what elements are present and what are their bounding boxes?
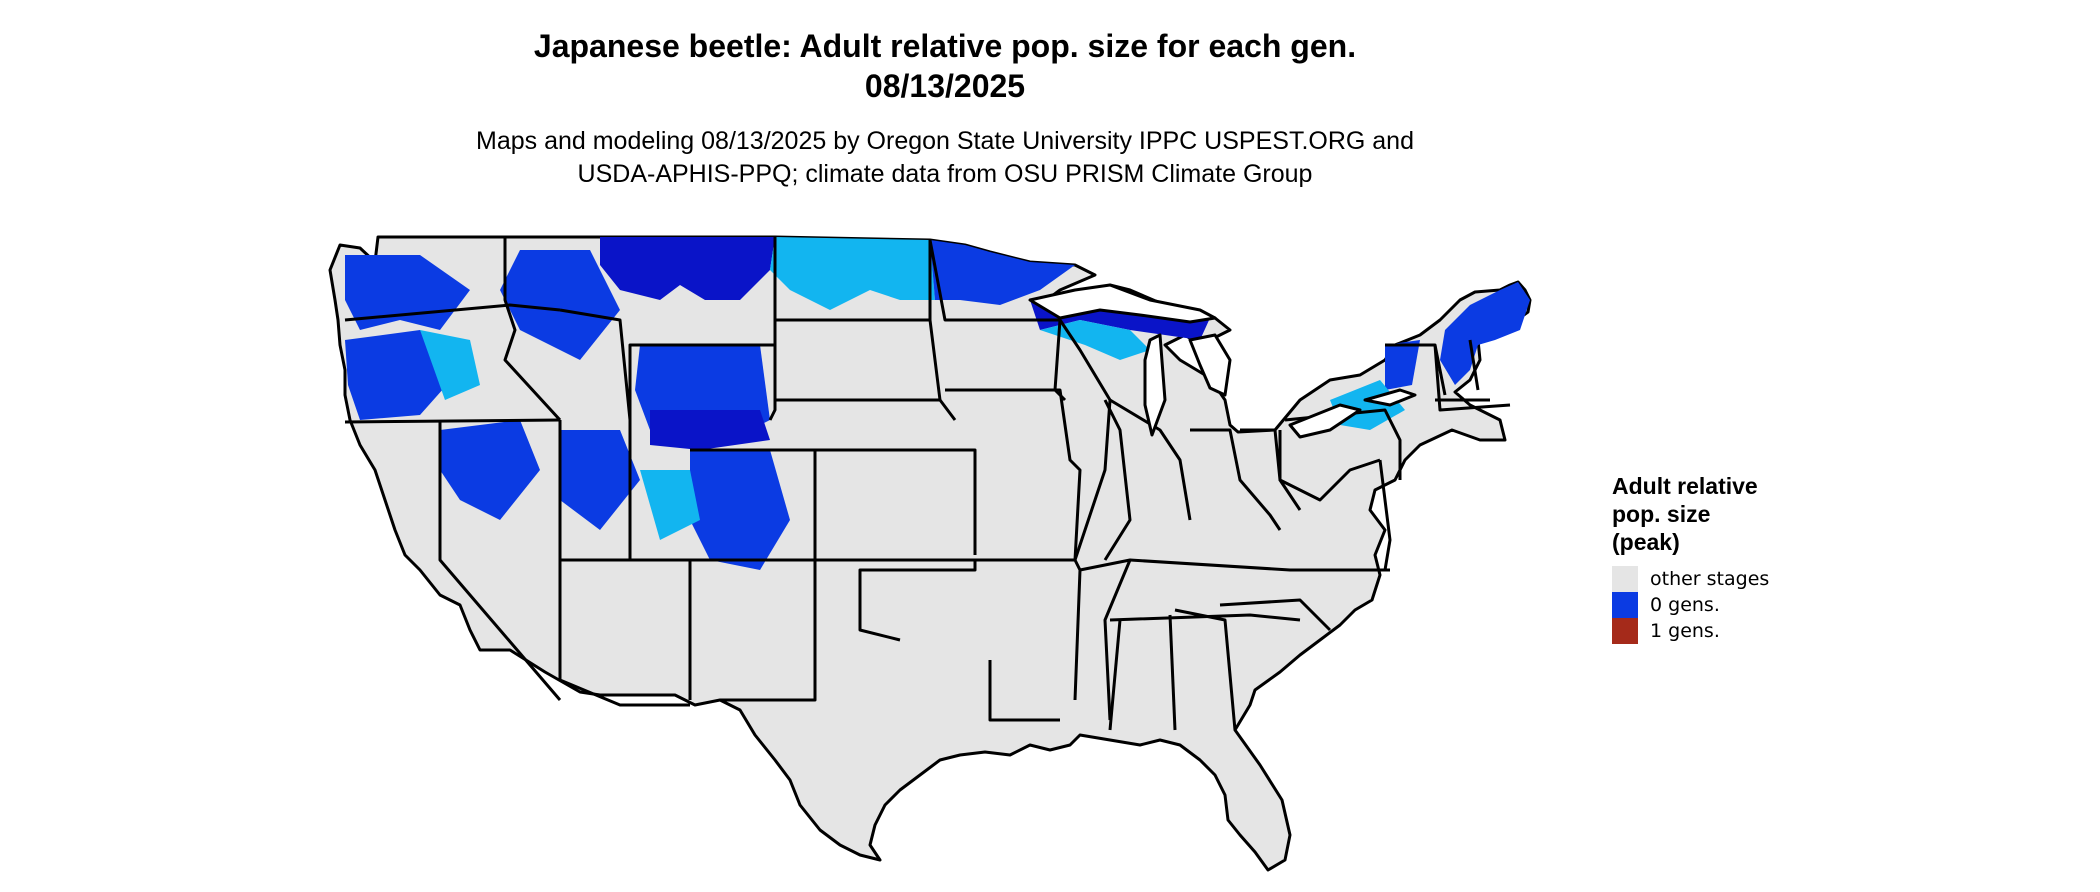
legend-title-line1: Adult relative <box>1612 473 1758 499</box>
map-legend: Adult relative pop. size (peak) other st… <box>1612 472 1769 644</box>
legend-item-other-stages: other stages <box>1612 566 1769 592</box>
state-borders <box>344 237 1511 731</box>
legend-title: Adult relative pop. size (peak) <box>1612 472 1769 556</box>
great-lakes <box>1028 283 1417 439</box>
legend-item-1-gens: 1 gens. <box>1612 618 1769 644</box>
legend-label: 0 gens. <box>1650 594 1720 616</box>
legend-swatch <box>1612 566 1638 592</box>
legend-swatch <box>1612 592 1638 618</box>
legend-title-line2: pop. size <box>1612 501 1711 527</box>
legend-title-line3: (peak) <box>1612 529 1680 555</box>
legend-item-0-gens: 0 gens. <box>1612 592 1769 618</box>
map-title-line1: Japanese beetle: Adult relative pop. siz… <box>533 28 1357 64</box>
map-subtitle-line2: USDA-APHIS-PPQ; climate data from OSU PR… <box>577 160 1313 188</box>
map-subtitle-line1: Maps and modeling 08/13/2025 by Oregon S… <box>476 127 1414 155</box>
legend-label: 1 gens. <box>1650 620 1720 642</box>
legend-swatch <box>1612 618 1638 644</box>
map-title-date: 08/13/2025 <box>864 68 1026 104</box>
legend-label: other stages <box>1650 568 1770 590</box>
